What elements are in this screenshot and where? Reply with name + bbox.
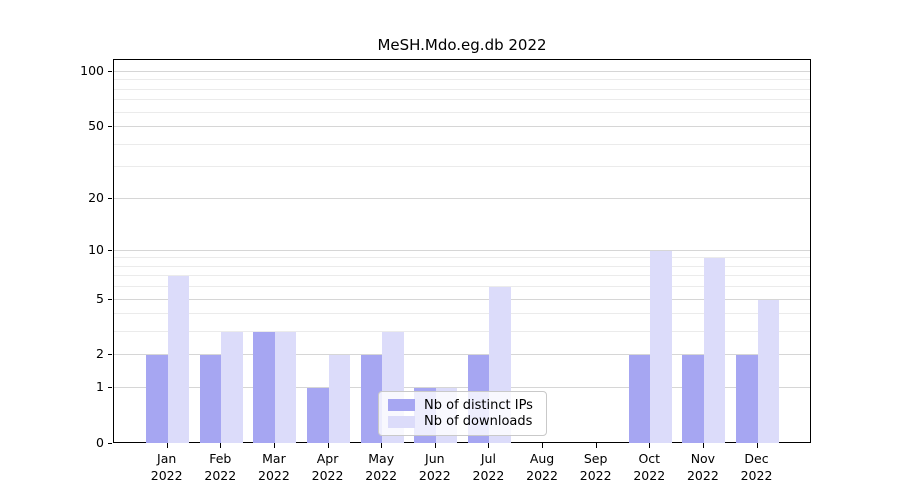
legend-item-downloads: Nb of downloads [388, 414, 537, 429]
x-tick-label: Dec 2022 [740, 451, 773, 483]
legend-label-distinct-ips: Nb of distinct IPs [424, 397, 533, 413]
y-tick-label: 10 [88, 241, 104, 257]
minor-gridline [114, 265, 810, 267]
x-tick-label: Sep 2022 [579, 451, 612, 483]
minor-gridline [114, 331, 810, 333]
x-tick-mark [381, 443, 383, 448]
y-tick-label: 2 [96, 346, 104, 362]
major-gridline [114, 249, 810, 251]
x-tick-mark [327, 443, 329, 448]
minor-gridline [114, 166, 810, 168]
minor-gridline [114, 143, 810, 145]
major-gridline [114, 197, 810, 199]
bar-downloads [757, 299, 780, 443]
x-tick-label: Jul 2022 [472, 451, 505, 483]
x-tick-mark [220, 443, 222, 448]
y-tick-label: 5 [96, 290, 104, 306]
y-tick-mark [108, 354, 112, 356]
legend-swatch-downloads-icon [388, 415, 415, 428]
y-tick-mark [108, 387, 112, 389]
y-tick-mark [108, 197, 112, 199]
x-tick-label: Jan 2022 [150, 451, 183, 483]
bar-distinct-ips [307, 388, 329, 443]
minor-gridline [114, 286, 810, 288]
legend-label-downloads: Nb of downloads [424, 414, 533, 430]
x-tick-mark [273, 443, 275, 448]
y-tick-label: 50 [88, 117, 104, 133]
bar-downloads [167, 276, 190, 443]
major-gridline [114, 298, 810, 300]
y-tick-mark [108, 443, 112, 444]
y-tick-mark [108, 298, 112, 300]
x-tick-label: May 2022 [365, 451, 398, 483]
minor-gridline [114, 313, 810, 315]
x-tick-label: Jun 2022 [418, 451, 451, 483]
x-tick-label: Oct 2022 [633, 451, 666, 483]
x-tick-mark [542, 443, 544, 448]
bar-downloads [703, 258, 726, 443]
y-tick-label: 100 [80, 62, 104, 78]
y-tick-label: 20 [88, 189, 104, 205]
x-tick-label: Aug 2022 [526, 451, 558, 483]
x-tick-mark [756, 443, 758, 448]
bar-distinct-ips [682, 355, 704, 443]
minor-gridline [114, 99, 810, 101]
bar-downloads [274, 332, 297, 443]
plot-area [113, 59, 811, 443]
bar-distinct-ips [146, 355, 168, 443]
bar-distinct-ips [736, 355, 758, 443]
x-tick-mark [166, 443, 168, 448]
x-tick-label: Apr 2022 [311, 451, 344, 483]
legend-swatch-distinct-ips-icon [388, 399, 415, 412]
x-tick-mark [434, 443, 436, 448]
major-gridline [114, 70, 810, 72]
bar-downloads [221, 332, 243, 443]
major-gridline [114, 125, 810, 127]
y-tick-label: 1 [96, 379, 104, 395]
bar-distinct-ips [360, 355, 383, 443]
x-tick-label: Mar 2022 [258, 451, 290, 483]
y-tick-mark [108, 249, 112, 251]
chart-title: MeSH.Mdo.eg.db 2022 [377, 36, 547, 54]
major-gridline [114, 387, 810, 389]
minor-gridline [114, 79, 810, 81]
y-tick-mark [108, 70, 112, 72]
bar-distinct-ips [199, 355, 222, 443]
bar-downloads [328, 355, 351, 443]
minor-gridline [114, 257, 810, 259]
major-gridline [114, 354, 810, 356]
x-tick-mark [595, 443, 597, 448]
minor-gridline [114, 88, 810, 90]
bar-distinct-ips [253, 332, 275, 443]
x-tick-mark [649, 443, 651, 448]
x-tick-label: Feb 2022 [204, 451, 237, 483]
x-tick-mark [488, 443, 490, 448]
y-tick-label: 0 [96, 435, 104, 450]
x-tick-label: Nov 2022 [686, 451, 719, 483]
x-tick-mark [702, 443, 704, 448]
minor-gridline [114, 111, 810, 113]
legend: Nb of distinct IPs Nb of downloads [378, 391, 547, 436]
legend-item-distinct-ips: Nb of distinct IPs [388, 398, 537, 413]
bar-distinct-ips [628, 355, 651, 443]
y-tick-mark [108, 125, 112, 127]
bar-downloads [650, 250, 672, 443]
minor-gridline [114, 275, 810, 277]
